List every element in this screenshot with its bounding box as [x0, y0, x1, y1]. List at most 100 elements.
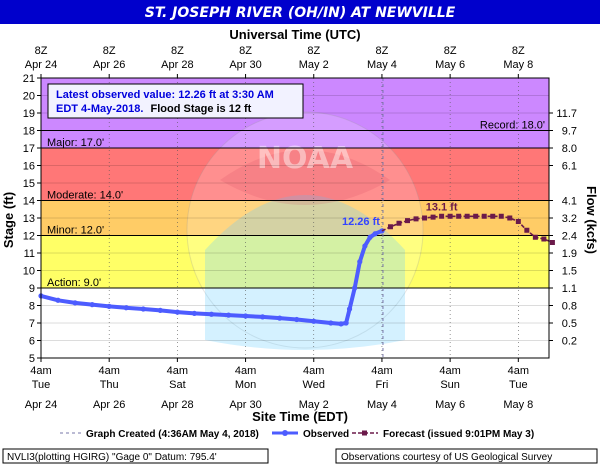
y2-tick-label: 9.7: [562, 126, 577, 138]
axes: 5 6 7 8 9 10 11 12 13 14 15 16 17 18 19 20 21 0.2 0.5 0.8 1.…: [23, 45, 577, 411]
band-action: [41, 288, 549, 358]
footer-left: NVLI3(plotting HGIRG) "Gage 0" Datum: 79…: [7, 452, 217, 463]
forecast-point: [464, 213, 470, 219]
flood-level-labels: Action: 9.0' Minor: 12.0' Moderate: 14.0' M…: [41, 120, 549, 289]
y-tick-label: 9: [29, 283, 35, 295]
observed-point: [191, 310, 198, 316]
info-box-frame: [47, 83, 304, 119]
series-layer: 12.26 ft 13.1 ft: [38, 78, 555, 358]
observed-point: [367, 234, 373, 240]
x-tick-date: May 8: [503, 399, 533, 411]
footer-right-box: [335, 448, 598, 464]
y2-tick-label: 0.8: [562, 301, 577, 313]
y-tick-label: 6: [29, 336, 35, 348]
forecast-point: [422, 215, 428, 221]
x-tick-dow: Sat: [169, 379, 186, 391]
y2-tick-label: 6.1: [562, 161, 577, 173]
x-tick-dow: Wed: [303, 379, 325, 391]
point-label: 13.1 ft: [426, 201, 458, 213]
footer-right: Observations courtesy of US Geological S…: [341, 452, 552, 463]
info-line-2: EDT 4-May-2018. Flood Stage is 12 ft: [56, 103, 252, 115]
x-tick-time: 4am: [371, 365, 392, 377]
observed-point: [208, 311, 215, 317]
forecast-point: [447, 213, 453, 219]
top-tick-date: Apr 28: [161, 59, 193, 71]
point-label: 12.26 ft: [342, 216, 380, 228]
x-tick-time: 4am: [30, 365, 51, 377]
forecast-point: [490, 213, 496, 219]
forecast-point: [405, 218, 411, 224]
noaa-watermark: NOAA: [186, 111, 424, 350]
forecast-point: [541, 236, 547, 242]
y2-tick-label: 8.0: [562, 143, 577, 155]
y-tick-label: 14: [23, 196, 35, 208]
y-tick-label: 18: [23, 126, 35, 138]
y-tick-label: 13: [23, 213, 35, 225]
forecast-point: [481, 213, 487, 219]
x-tick-dow: Tue: [509, 379, 528, 391]
level-label: Minor: 12.0': [47, 225, 104, 237]
observed-point: [328, 320, 334, 326]
forecast-point: [430, 214, 436, 220]
y2-tick-label: 0.2: [562, 336, 577, 348]
forecast-point: [439, 213, 445, 219]
legend-forecast-label: Forecast (issued 9:01PM May 3): [383, 429, 534, 440]
y-tick-label: 15: [23, 178, 35, 190]
y-tick-label: 11: [24, 248, 35, 260]
observed-point: [174, 309, 180, 315]
x-tick-dow: Tue: [32, 379, 51, 391]
title-bar: [0, 0, 600, 24]
legend-observed-label: Observed: [303, 429, 349, 440]
legend: Graph Created (4:36AM May 4, 2018) Obser…: [60, 429, 534, 440]
forecast-point: [387, 224, 393, 230]
observed-point: [225, 312, 232, 318]
forecast-point: [413, 216, 419, 222]
top-tick-date: Apr 24: [25, 59, 57, 71]
top-tick-date: May 6: [435, 59, 465, 71]
x-tick-dow: Mon: [235, 379, 256, 391]
y-tick-label: 7: [29, 318, 35, 330]
record-label: Record: 18.0': [480, 120, 545, 132]
band-major: [41, 148, 549, 201]
x-tick-date: May 2: [299, 399, 329, 411]
observed-point: [352, 285, 358, 291]
band-minor: [41, 235, 549, 288]
y-tick-label: 16: [23, 161, 35, 173]
observed-point: [362, 243, 368, 249]
top-tick-time: 8Z: [376, 45, 389, 57]
forecast-point: [549, 240, 555, 245]
observed-point: [357, 259, 363, 265]
y-tick-label: 21: [23, 73, 35, 85]
top-tick-date: May 2: [299, 59, 329, 71]
observed-point: [106, 303, 112, 309]
forecast-point: [507, 215, 513, 221]
observed-point: [123, 305, 129, 311]
legend-forecast-marker: [362, 430, 367, 436]
y-tick-label: 8: [29, 301, 35, 313]
forecast-point: [396, 220, 402, 226]
top-tick-date: May 8: [503, 59, 533, 71]
x-tick-date: Apr 28: [161, 399, 193, 411]
top-tick-time: 8Z: [512, 45, 525, 57]
x-tick-date: May 6: [435, 399, 465, 411]
legend-graph-created-label: Graph Created (4:36AM May 4, 2018): [86, 429, 259, 440]
top-tick-time: 8Z: [171, 45, 184, 57]
y2-tick-label: 11.7: [556, 108, 577, 120]
x-tick-dow: Thu: [100, 379, 119, 391]
top-tick-time: 8Z: [35, 45, 48, 57]
info-box: Latest observed value: 12.26 ft at 3:30 …: [47, 83, 304, 119]
observed-point: [277, 315, 283, 321]
x-tick-time: 4am: [235, 365, 256, 377]
level-label: Major: 17.0': [47, 137, 104, 149]
forecast-point: [498, 213, 504, 219]
y-tick-label: 20: [23, 91, 35, 103]
observed-point: [311, 318, 317, 324]
y2-tick-label: 2.4: [562, 231, 577, 243]
level-label: Action: 9.0': [47, 277, 101, 289]
watermark-logo-lettering: NOAA: [257, 141, 354, 176]
level-label: Moderate: 14.0': [47, 190, 123, 202]
y2-tick-label: 3.2: [562, 213, 577, 225]
info-line-2a: EDT 4-May-2018.: [56, 103, 143, 115]
y-tick-label: 10: [23, 266, 35, 278]
